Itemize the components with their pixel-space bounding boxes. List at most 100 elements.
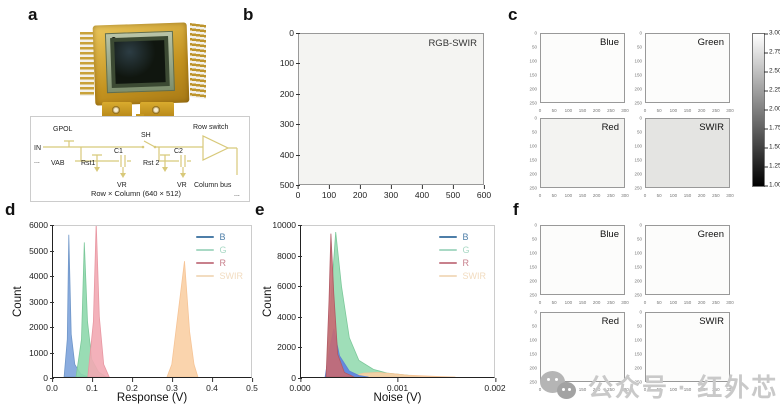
tick-label: 0 xyxy=(291,373,302,383)
tick-label: 0 xyxy=(289,28,300,38)
tick-label: 300 xyxy=(621,193,629,198)
tick-label: 4000 xyxy=(277,311,302,322)
map-f-red-label: Red xyxy=(601,316,619,327)
tick-label: 150 xyxy=(529,72,537,78)
legend-entry: SWIR xyxy=(195,271,243,281)
map-c-blue-label: Blue xyxy=(599,37,619,48)
legend-entry: G xyxy=(438,244,487,255)
tick-label: 0 xyxy=(639,30,642,36)
panel-label-b: b xyxy=(243,5,254,24)
tick-label: 0 xyxy=(43,373,54,383)
tick-label: 50 xyxy=(551,300,557,305)
map-f-swir-label: SWIR xyxy=(699,316,724,327)
tick-label: 150 xyxy=(634,72,642,78)
tick-label: 500 xyxy=(445,185,461,200)
tick-label: 100 xyxy=(564,300,573,305)
tick-label: 250 xyxy=(634,185,642,191)
tick-label: 1.50 xyxy=(764,143,780,151)
circuit-label-in: IN xyxy=(34,145,41,152)
tick-label: 200 xyxy=(697,108,706,113)
tick-label: 150 xyxy=(683,108,692,113)
circuit-label-rst1: Rst1 xyxy=(81,160,96,167)
tick-label: 150 xyxy=(683,300,692,305)
tick-label: 300 xyxy=(621,108,629,113)
circuit-diagram: IN ... GPOL VAB Rst1 C1 SH Rst 2 C2 VR V… xyxy=(30,116,250,202)
map-c-red-yticks: 0 50 100 150 200 250 xyxy=(525,116,537,191)
map-f-blue-label: Blue xyxy=(599,229,619,240)
tick-label: 0.5 xyxy=(246,378,258,393)
map-c-blue-xticks: 0 50 100 150 200 250 300 xyxy=(539,104,629,113)
tick-label: 250 xyxy=(607,300,615,305)
chip-pins-right-icon xyxy=(190,23,206,99)
map-f-green-xticks: 0 50 100 150 200 250 300 xyxy=(644,296,734,305)
hist-series-swir xyxy=(349,372,456,378)
hist-noise-xticks: 0.000 0.001 0.002 xyxy=(289,378,506,393)
map-f-blue-yticks: 0 50 100 150 200 250 xyxy=(525,223,537,298)
legend-label: G xyxy=(462,244,470,255)
chip-photo xyxy=(78,20,206,126)
legend-line-icon xyxy=(195,262,214,264)
hist-response-series xyxy=(63,222,199,378)
tick-label: 0 xyxy=(643,108,647,113)
tick-label: 6000 xyxy=(29,220,54,230)
tick-label: 150 xyxy=(529,157,537,163)
legend-line-icon xyxy=(438,249,457,251)
legend-label: R xyxy=(462,257,470,268)
tick-label: 2.25 xyxy=(764,86,780,94)
map-c-green-label: Green xyxy=(697,37,724,48)
chip-package xyxy=(92,22,190,106)
tick-label: 100 xyxy=(321,185,337,200)
tick-label: 3000 xyxy=(29,296,54,307)
tick-label: 0 xyxy=(534,30,537,36)
map-c-swir-xticks: 0 50 100 150 200 250 300 xyxy=(644,189,734,198)
panel-label-f: f xyxy=(513,200,519,219)
tick-label: 0 xyxy=(643,387,647,392)
tick-label: 250 xyxy=(634,379,642,385)
tick-label: 0 xyxy=(639,309,642,315)
tick-label: 400 xyxy=(414,185,430,200)
map-f-green-label: Green xyxy=(697,229,724,240)
tick-label: 200 xyxy=(529,365,537,371)
tick-label: 300 xyxy=(621,387,629,392)
tick-label: 300 xyxy=(726,108,734,113)
hist-series-r xyxy=(87,222,110,378)
hist-response-yticks: 6000 5000 4000 3000 2000 1000 0 xyxy=(18,220,54,383)
tick-label: 600 xyxy=(476,185,492,200)
circuit-dots-right: ... xyxy=(234,191,240,198)
tick-label: 100 xyxy=(564,108,573,113)
chip-die-frame xyxy=(104,30,175,94)
legend-entry: SWIR xyxy=(438,271,486,281)
panel-label-c: c xyxy=(508,5,518,24)
tick-label: 0 xyxy=(639,115,642,121)
hist-response-xlabel: Response (V) xyxy=(116,392,188,404)
tick-label: 0 xyxy=(295,185,301,200)
tick-label: 100 xyxy=(634,143,642,149)
tick-label: 500 xyxy=(279,180,301,190)
panel-label-e: e xyxy=(255,200,265,219)
legend-entry: B xyxy=(438,232,487,242)
tick-label: 50 xyxy=(636,236,642,242)
tick-label: 0 xyxy=(538,193,542,198)
tick-label: 250 xyxy=(607,387,615,392)
chip-die-mid xyxy=(110,36,170,89)
map-c-green: Green xyxy=(645,33,730,103)
tick-label: 2000 xyxy=(277,342,302,353)
circuit-label-vr-right: VR xyxy=(177,182,187,189)
circuit-label-column-bus: Column bus xyxy=(194,182,232,189)
tick-label: 50 xyxy=(531,129,537,135)
map-c-red: Red xyxy=(540,118,625,188)
tick-label: 200 xyxy=(352,185,368,200)
legend-line-icon xyxy=(195,236,214,238)
tick-label: 100 xyxy=(529,337,537,343)
tick-label: 150 xyxy=(578,193,587,198)
tick-label: 1.25 xyxy=(764,162,780,170)
tick-label: 4000 xyxy=(29,271,54,281)
circuit-schematic: IN ... GPOL VAB Rst1 C1 SH Rst 2 C2 VR V… xyxy=(34,124,240,198)
tick-label: 100 xyxy=(669,387,678,392)
tick-label: 250 xyxy=(607,193,615,198)
tick-label: 0 xyxy=(538,387,542,392)
circuit-label-gpol: GPOL xyxy=(53,126,73,133)
tick-label: 50 xyxy=(656,108,662,113)
tick-label: 150 xyxy=(634,157,642,163)
